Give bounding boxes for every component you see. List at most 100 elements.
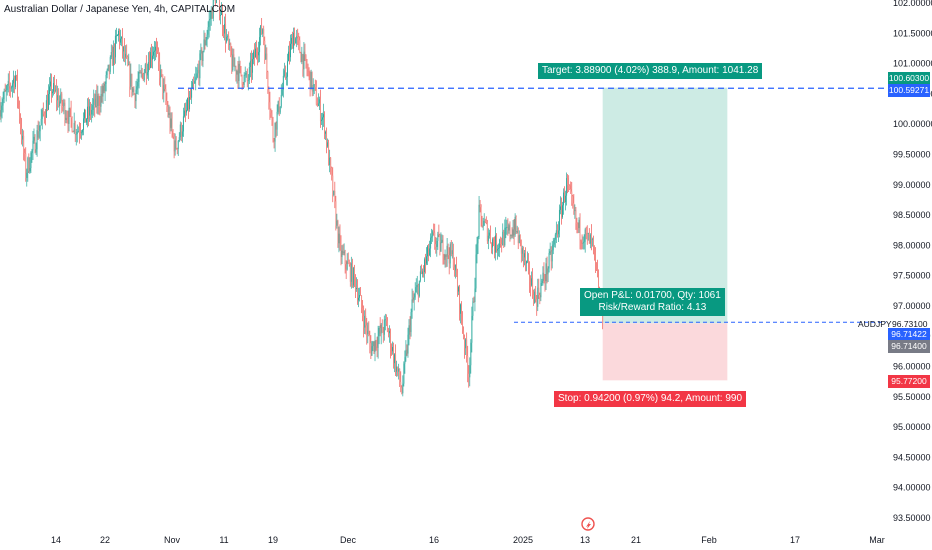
candle-body: [195, 77, 197, 82]
candle-body: [579, 219, 581, 240]
candle-body: [540, 283, 542, 298]
candle-body: [501, 244, 503, 246]
candle-body: [255, 48, 256, 58]
candle-body: [461, 304, 462, 320]
candle-body: [45, 100, 47, 118]
candle-body: [139, 71, 141, 73]
x-axis: 14 22 Nov 11 19 Dec 16 2025 13 21 Feb 17 Mar: [51, 535, 885, 545]
candle-body: [541, 280, 543, 284]
candle-body: [477, 237, 479, 244]
candle-body: [338, 233, 340, 244]
candle-body: [306, 64, 308, 71]
candle-body: [395, 354, 397, 372]
candle-body: [205, 40, 207, 45]
x-tick-label: 21: [631, 535, 641, 545]
candle-body: [298, 37, 300, 41]
candle-body: [85, 109, 86, 123]
candle-body: [6, 85, 8, 90]
candle-body: [384, 319, 386, 321]
candle-body: [90, 106, 92, 115]
candle-body: [59, 101, 61, 107]
candle-body: [11, 83, 13, 88]
candle-body: [428, 246, 430, 256]
candle-body: [229, 43, 231, 45]
candle-body: [590, 234, 592, 240]
candle-body: [288, 51, 289, 62]
candle-body: [327, 142, 329, 147]
candle-body: [27, 157, 29, 173]
candle-body: [248, 67, 250, 81]
candle-body: [597, 269, 598, 277]
candle-body: [520, 239, 522, 254]
candle-body: [79, 133, 81, 134]
stop-zone: [602, 323, 728, 381]
candle-body: [341, 250, 343, 258]
candle-body: [397, 366, 399, 372]
candle-body: [458, 287, 459, 292]
candle-body: [297, 36, 299, 38]
candle-body: [314, 84, 316, 88]
candle-body: [247, 80, 249, 81]
candle-body: [133, 88, 135, 95]
candle-body: [127, 56, 129, 65]
candle-body: [442, 239, 444, 259]
candle-body: [436, 240, 438, 247]
candle-body: [585, 229, 587, 234]
candle-body: [35, 149, 37, 153]
candle-body: [28, 157, 30, 172]
candle-body: [350, 263, 352, 282]
candle-body: [556, 230, 558, 235]
candle-body: [530, 282, 532, 286]
candle-body: [348, 263, 350, 265]
candle-body: [189, 97, 191, 110]
candle-body: [363, 315, 365, 328]
candle-body: [159, 61, 161, 79]
candle-body: [582, 242, 584, 244]
x-tick-label: 22: [100, 535, 110, 545]
candle-body: [570, 189, 572, 192]
candle-body: [281, 89, 283, 95]
candle-body: [483, 220, 485, 226]
candle-body: [278, 101, 280, 113]
candle-body: [472, 301, 474, 316]
entry-label[interactable]: Open P&L: 0.01700, Qty: 1061 Risk/Reward…: [580, 288, 725, 316]
candle-body: [468, 373, 470, 378]
candle-body: [509, 225, 511, 237]
candle-body: [293, 32, 295, 49]
candle-body: [330, 157, 332, 168]
candle-body: [226, 36, 228, 42]
candle-body: [408, 325, 410, 335]
candle-body: [494, 244, 495, 253]
candle-body: [415, 287, 417, 292]
candle-body: [470, 342, 472, 366]
candle-body: [533, 294, 535, 304]
candle-body: [592, 238, 594, 246]
candle-body: [201, 49, 203, 61]
candle-body: [148, 62, 150, 68]
candle-body: [115, 35, 117, 37]
candle-body: [29, 168, 31, 172]
candle-body: [31, 150, 33, 153]
candle-body: [444, 254, 446, 260]
candle-body: [437, 234, 439, 241]
candle-body: [10, 87, 12, 89]
candle-body: [507, 227, 509, 231]
candle-body: [160, 69, 162, 79]
candle-body: [113, 46, 115, 58]
candle-body: [519, 235, 521, 240]
candle-body: [233, 54, 235, 67]
candle-body: [112, 46, 114, 66]
current-price-label: 96.71422: [888, 328, 930, 341]
candle-body: [539, 295, 541, 298]
candle-body: [440, 242, 442, 252]
candle-body: [455, 264, 457, 277]
candle-body: [158, 50, 160, 62]
candle-body: [482, 225, 484, 228]
target-label[interactable]: Target: 3.88900 (4.02%) 388.9, Amount: 1…: [538, 63, 763, 79]
candle-body: [73, 122, 75, 132]
candle-body: [218, 0, 220, 16]
stop-label[interactable]: Stop: 0.94200 (0.97%) 94.2, Amount: 990: [554, 391, 747, 407]
y-tick-label: 99.50000: [893, 149, 931, 159]
candle-body: [221, 10, 222, 16]
